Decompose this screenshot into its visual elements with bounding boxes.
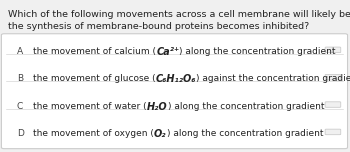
Text: O₂: O₂ (154, 129, 167, 139)
Text: the movement of oxygen (: the movement of oxygen ( (33, 129, 154, 138)
Text: the movement of water (: the movement of water ( (33, 102, 147, 111)
FancyBboxPatch shape (1, 34, 348, 149)
Text: the movement of calcium (: the movement of calcium ( (33, 47, 156, 56)
Text: Which of the following movements across a cell membrane will likely be: Which of the following movements across … (8, 10, 350, 19)
Text: D: D (17, 129, 24, 138)
Text: C: C (17, 102, 23, 111)
FancyBboxPatch shape (325, 102, 341, 107)
Text: the movement of glucose (: the movement of glucose ( (33, 74, 156, 83)
Text: B: B (17, 74, 23, 83)
Text: C₆H₁₂O₆: C₆H₁₂O₆ (156, 74, 196, 85)
Text: A: A (17, 47, 23, 56)
Text: ) along the concentration gradient: ) along the concentration gradient (168, 102, 324, 111)
FancyBboxPatch shape (325, 74, 341, 80)
Text: the synthesis of membrane-bound proteins becomes inhibited?: the synthesis of membrane-bound proteins… (8, 22, 309, 31)
FancyBboxPatch shape (325, 129, 341, 135)
Text: ) against the concentration gradient: ) against the concentration gradient (196, 74, 350, 83)
Text: Ca²⁺: Ca²⁺ (156, 47, 179, 57)
Text: H₂O: H₂O (147, 102, 168, 112)
Text: ) along the concentration gradient: ) along the concentration gradient (179, 47, 336, 56)
FancyBboxPatch shape (325, 47, 341, 53)
Text: ) along the concentration gradient: ) along the concentration gradient (167, 129, 323, 138)
